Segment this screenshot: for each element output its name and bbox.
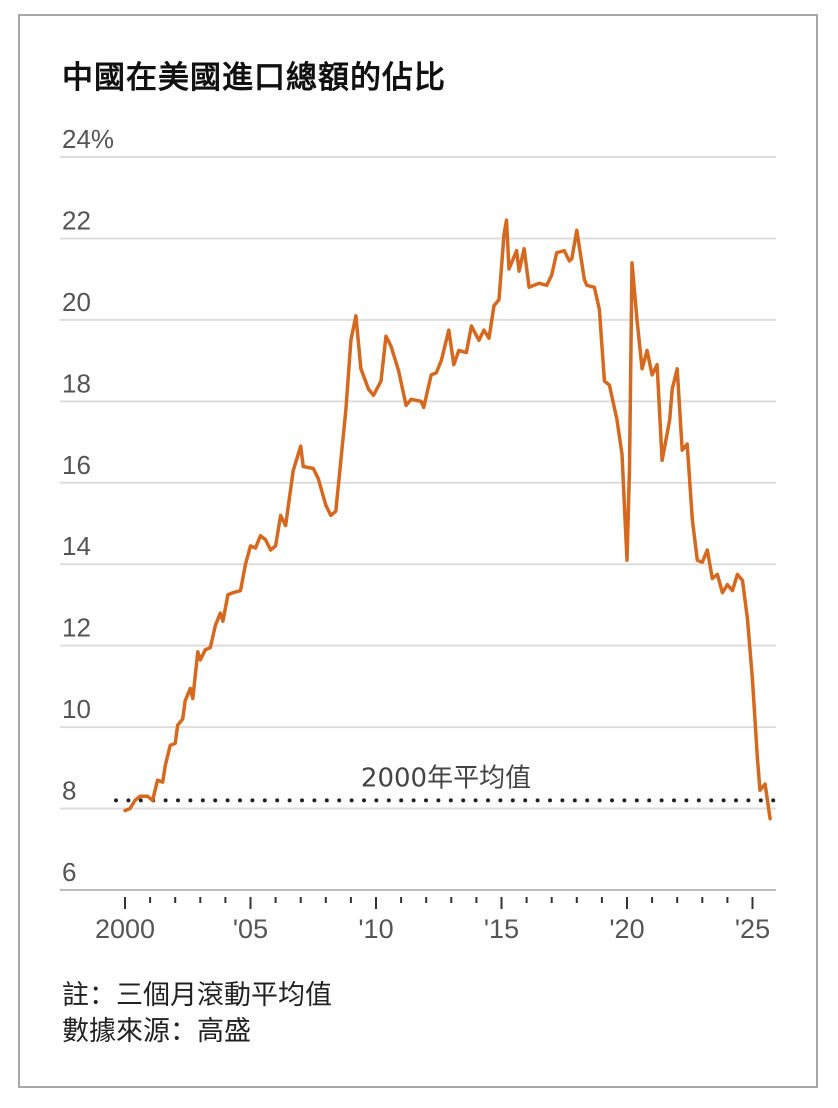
gridlines [60,156,776,891]
y-tick-label: 6 [62,857,76,887]
series-group [123,218,772,821]
y-tick-label: 16 [62,450,91,480]
y-tick-label: 8 [62,776,76,806]
series-line [123,218,772,821]
x-tick-label: 2000 [95,914,155,944]
y-tick-label: 22 [62,205,91,235]
chart-title: 中國在美國進口總額的佔比 [62,60,446,96]
y-axis-labels: 6 8 10 12 14 16 18 20 22 24% [62,124,114,887]
reference-line-group: 2000年平均值 [114,763,778,803]
x-tick-label: '20 [609,914,644,944]
chart-notes: 註：三個月滾動平均值 數據來源：高盛 [62,978,332,1050]
y-tick-label: 12 [62,613,91,643]
x-tick-label: '10 [358,914,393,944]
x-tick-label: '15 [484,914,519,944]
y-tick-label: 18 [62,368,91,398]
reference-line-label: 2000年平均值 [361,763,531,793]
y-tick-label: 10 [62,694,91,724]
x-tick-label: '25 [735,914,770,944]
x-axis: 2000 '05 '10 '15 '20 '25 [95,897,770,944]
source-text: 數據來源：高盛 [62,1016,251,1047]
y-tick-label: 24% [62,124,114,154]
y-tick-label: 20 [62,287,91,317]
chart-frame [18,14,818,1088]
y-tick-label: 14 [62,531,91,561]
note-text: 註：三個月滾動平均值 [62,980,332,1011]
x-tick-label: '05 [233,914,268,944]
